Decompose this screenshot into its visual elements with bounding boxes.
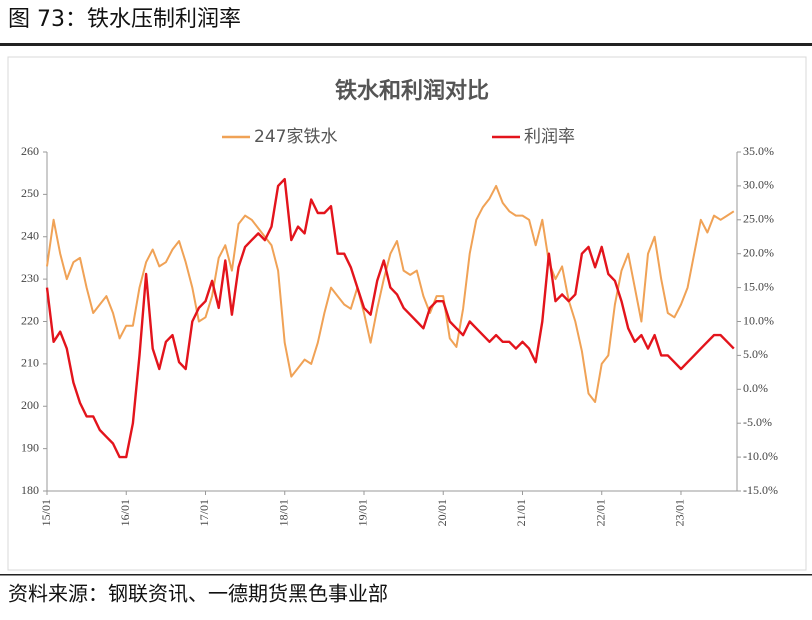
series-line xyxy=(46,184,735,403)
y2-tick-label: 35.0% xyxy=(743,144,774,158)
x-tick-label: 23/01 xyxy=(673,499,687,526)
y2-tick-label: 15.0% xyxy=(743,279,774,293)
y-tick-label: 250 xyxy=(21,186,39,200)
y2-tick-label: -10.0% xyxy=(743,449,778,463)
y2-tick-label: -5.0% xyxy=(743,415,772,429)
y2-tick-label: 10.0% xyxy=(743,313,774,327)
legend-label: 247家铁水 xyxy=(254,127,337,147)
x-tick-label: 20/01 xyxy=(435,499,449,526)
x-tick-label: 18/01 xyxy=(276,499,290,526)
x-tick-label: 21/01 xyxy=(514,499,528,526)
y-tick-label: 260 xyxy=(21,144,39,158)
series-line xyxy=(45,177,735,459)
y-tick-label: 190 xyxy=(21,440,39,454)
y2-tick-label: 5.0% xyxy=(743,347,768,361)
x-tick-label: 16/01 xyxy=(118,499,132,526)
y2-tick-label: 30.0% xyxy=(743,178,774,192)
y2-tick-label: 20.0% xyxy=(743,245,774,259)
x-tick-label: 19/01 xyxy=(356,499,370,526)
y-tick-label: 180 xyxy=(21,483,39,497)
footer-rule xyxy=(0,574,812,576)
source: 资料来源：钢联资讯、一德期货黑色事业部 xyxy=(8,582,388,606)
x-tick-label: 15/01 xyxy=(39,499,53,526)
y2-tick-label: -15.0% xyxy=(743,483,778,497)
y-tick-label: 230 xyxy=(21,271,39,285)
legend-label: 利润率 xyxy=(524,127,575,147)
y2-tick-label: 25.0% xyxy=(743,212,774,226)
figure-title: 图 73：铁水压制利润率 xyxy=(8,7,241,32)
y-tick-label: 200 xyxy=(21,398,39,412)
y-tick-label: 210 xyxy=(21,356,39,370)
x-tick-label: 17/01 xyxy=(197,499,211,526)
y-tick-label: 240 xyxy=(21,229,39,243)
x-tick-label: 22/01 xyxy=(593,499,607,526)
chart-title: 铁水和利润对比 xyxy=(335,78,489,104)
chart-frame xyxy=(7,56,807,571)
y2-tick-label: 0.0% xyxy=(743,381,768,395)
header-rule xyxy=(0,43,812,46)
y-tick-label: 220 xyxy=(21,313,39,327)
